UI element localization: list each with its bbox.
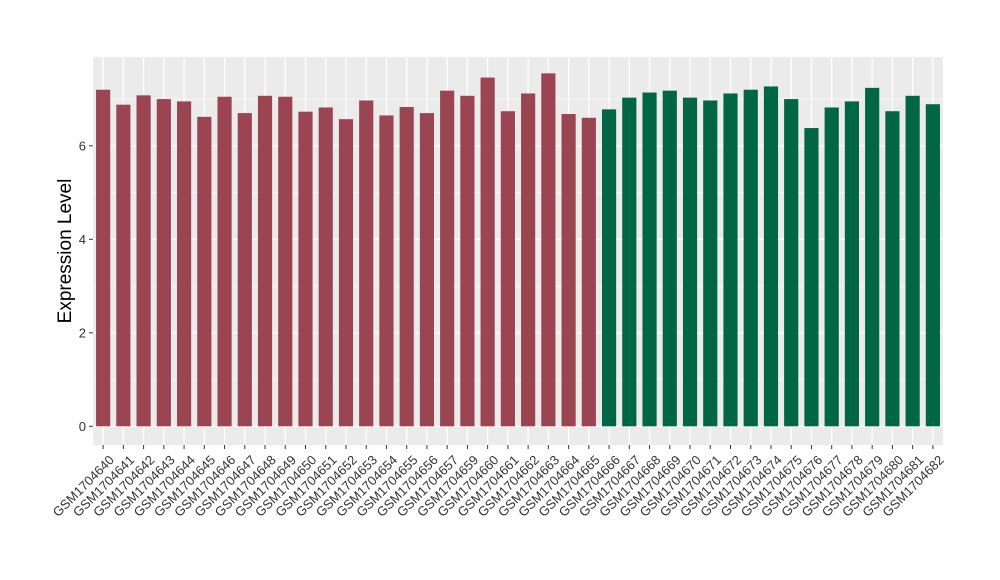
bar [723, 93, 738, 427]
bar [480, 77, 495, 427]
bar [399, 107, 414, 427]
bar [642, 92, 657, 427]
bar [359, 100, 374, 427]
bars [96, 73, 940, 427]
y-tick-label: 2 [79, 325, 86, 340]
bar [278, 96, 293, 427]
bar [662, 90, 677, 427]
bar [217, 96, 232, 427]
bar [116, 104, 131, 427]
bar [925, 104, 940, 427]
bar [298, 111, 313, 427]
bar [197, 116, 212, 427]
bar [156, 99, 171, 427]
x-axis: GSM1704640GSM1704641GSM1704642GSM1704643… [50, 445, 947, 520]
bar [581, 117, 596, 427]
bar [905, 95, 920, 427]
bar [460, 95, 475, 427]
bar [784, 99, 799, 427]
bar [440, 90, 455, 427]
bar [885, 111, 900, 427]
bar [804, 128, 819, 427]
bar [500, 111, 515, 427]
y-axis-title: Expression Level [55, 179, 76, 324]
plot-panel [93, 57, 943, 445]
bar [318, 107, 333, 427]
bar [521, 93, 536, 427]
bar [601, 109, 617, 427]
y-tick-label: 0 [79, 419, 86, 434]
bar [379, 115, 394, 427]
bar [136, 95, 151, 427]
bar [703, 100, 718, 427]
bar [96, 89, 111, 427]
bar [541, 73, 556, 427]
bar [682, 97, 698, 427]
bar [844, 101, 860, 427]
bar [176, 101, 192, 427]
bar [561, 114, 576, 427]
bar [824, 107, 839, 427]
bar [257, 95, 273, 427]
bar [763, 86, 779, 427]
bar [338, 119, 354, 427]
y-tick-label: 4 [79, 232, 86, 247]
bar [865, 87, 880, 427]
bar [237, 113, 252, 427]
y-tick-label: 6 [79, 138, 86, 153]
bar [419, 113, 435, 427]
y-axis: 0 2 4 6 [79, 138, 93, 434]
bar [622, 97, 637, 427]
bar [743, 89, 758, 427]
